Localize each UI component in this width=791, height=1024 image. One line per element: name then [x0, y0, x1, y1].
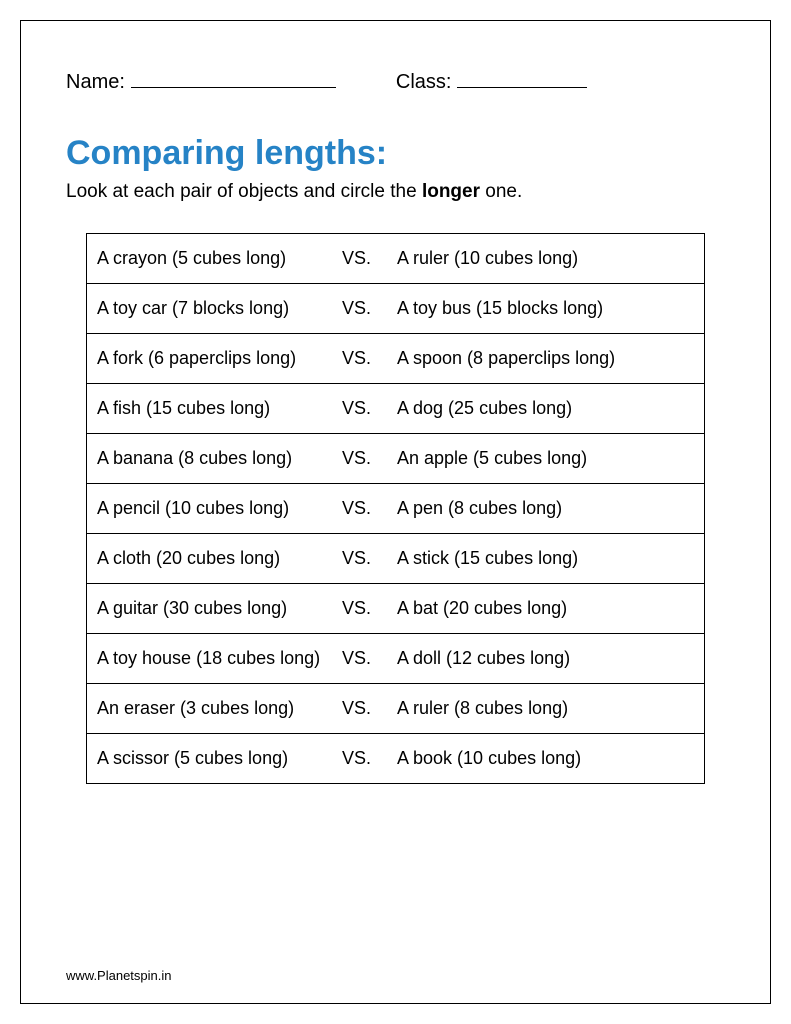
- vs-label: VS.: [342, 648, 397, 669]
- vs-label: VS.: [342, 548, 397, 569]
- vs-label: VS.: [342, 248, 397, 269]
- table-row: A fish (15 cubes long) VS. A dog (25 cub…: [87, 384, 704, 434]
- right-option[interactable]: A stick (15 cubes long): [397, 548, 694, 569]
- left-option[interactable]: An eraser (3 cubes long): [97, 698, 342, 719]
- table-row: A banana (8 cubes long) VS. An apple (5 …: [87, 434, 704, 484]
- left-option[interactable]: A fork (6 paperclips long): [97, 348, 342, 369]
- right-option[interactable]: A toy bus (15 blocks long): [397, 298, 694, 319]
- right-option[interactable]: A bat (20 cubes long): [397, 598, 694, 619]
- left-option[interactable]: A crayon (5 cubes long): [97, 248, 342, 269]
- class-field: Class:: [396, 71, 588, 94]
- right-option[interactable]: A ruler (8 cubes long): [397, 698, 694, 719]
- left-option[interactable]: A banana (8 cubes long): [97, 448, 342, 469]
- left-option[interactable]: A toy car (7 blocks long): [97, 298, 342, 319]
- table-row: A cloth (20 cubes long) VS. A stick (15 …: [87, 534, 704, 584]
- left-option[interactable]: A toy house (18 cubes long): [97, 648, 342, 669]
- vs-label: VS.: [342, 498, 397, 519]
- vs-label: VS.: [342, 598, 397, 619]
- instruction-suffix: one.: [480, 181, 522, 202]
- table-row: A toy car (7 blocks long) VS. A toy bus …: [87, 284, 704, 334]
- right-option[interactable]: A doll (12 cubes long): [397, 648, 694, 669]
- table-row: An eraser (3 cubes long) VS. A ruler (8 …: [87, 684, 704, 734]
- worksheet-title: Comparing lengths:: [66, 134, 725, 173]
- vs-label: VS.: [342, 298, 397, 319]
- name-label: Name:: [66, 71, 125, 94]
- left-option[interactable]: A guitar (30 cubes long): [97, 598, 342, 619]
- name-field: Name:: [66, 71, 336, 94]
- header-row: Name: Class:: [66, 71, 725, 94]
- comparison-table: A crayon (5 cubes long) VS. A ruler (10 …: [86, 233, 705, 784]
- right-option[interactable]: An apple (5 cubes long): [397, 448, 694, 469]
- right-option[interactable]: A spoon (8 paperclips long): [397, 348, 694, 369]
- table-row: A guitar (30 cubes long) VS. A bat (20 c…: [87, 584, 704, 634]
- class-label: Class:: [396, 71, 452, 94]
- vs-label: VS.: [342, 748, 397, 769]
- left-option[interactable]: A fish (15 cubes long): [97, 398, 342, 419]
- vs-label: VS.: [342, 698, 397, 719]
- table-row: A toy house (18 cubes long) VS. A doll (…: [87, 634, 704, 684]
- right-option[interactable]: A dog (25 cubes long): [397, 398, 694, 419]
- instruction-prefix: Look at each pair of objects and circle …: [66, 181, 422, 202]
- table-row: A pencil (10 cubes long) VS. A pen (8 cu…: [87, 484, 704, 534]
- instruction-bold: longer: [422, 181, 480, 202]
- vs-label: VS.: [342, 398, 397, 419]
- table-row: A fork (6 paperclips long) VS. A spoon (…: [87, 334, 704, 384]
- right-option[interactable]: A ruler (10 cubes long): [397, 248, 694, 269]
- class-input-line[interactable]: [457, 87, 587, 88]
- right-option[interactable]: A pen (8 cubes long): [397, 498, 694, 519]
- right-option[interactable]: A book (10 cubes long): [397, 748, 694, 769]
- vs-label: VS.: [342, 448, 397, 469]
- left-option[interactable]: A cloth (20 cubes long): [97, 548, 342, 569]
- table-row: A crayon (5 cubes long) VS. A ruler (10 …: [87, 234, 704, 284]
- page-border: Name: Class: Comparing lengths: Look at …: [20, 20, 771, 1004]
- table-row: A scissor (5 cubes long) VS. A book (10 …: [87, 734, 704, 783]
- left-option[interactable]: A pencil (10 cubes long): [97, 498, 342, 519]
- footer-url: www.Planetspin.in: [66, 968, 172, 983]
- instruction-text: Look at each pair of objects and circle …: [66, 181, 725, 203]
- name-input-line[interactable]: [131, 87, 336, 88]
- left-option[interactable]: A scissor (5 cubes long): [97, 748, 342, 769]
- vs-label: VS.: [342, 348, 397, 369]
